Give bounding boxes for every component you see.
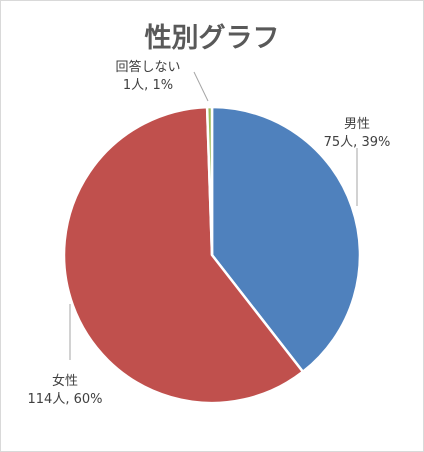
data-label-value-2: 1人, 1%: [123, 78, 173, 93]
chart-title: 性別グラフ: [144, 23, 280, 54]
data-label-value-1: 114人, 60%: [28, 392, 103, 407]
data-label-name-1: 女性: [52, 373, 78, 389]
data-label-value-0: 75人, 39%: [324, 135, 391, 150]
data-label-name-2: 回答しない: [115, 59, 180, 75]
leader-line-2: [193, 71, 209, 102]
pie-slice-0: [210, 105, 362, 374]
pie-slice-2: [205, 105, 214, 257]
pie-slice-1: [62, 105, 305, 405]
data-label-name-0: 男性: [344, 117, 370, 132]
